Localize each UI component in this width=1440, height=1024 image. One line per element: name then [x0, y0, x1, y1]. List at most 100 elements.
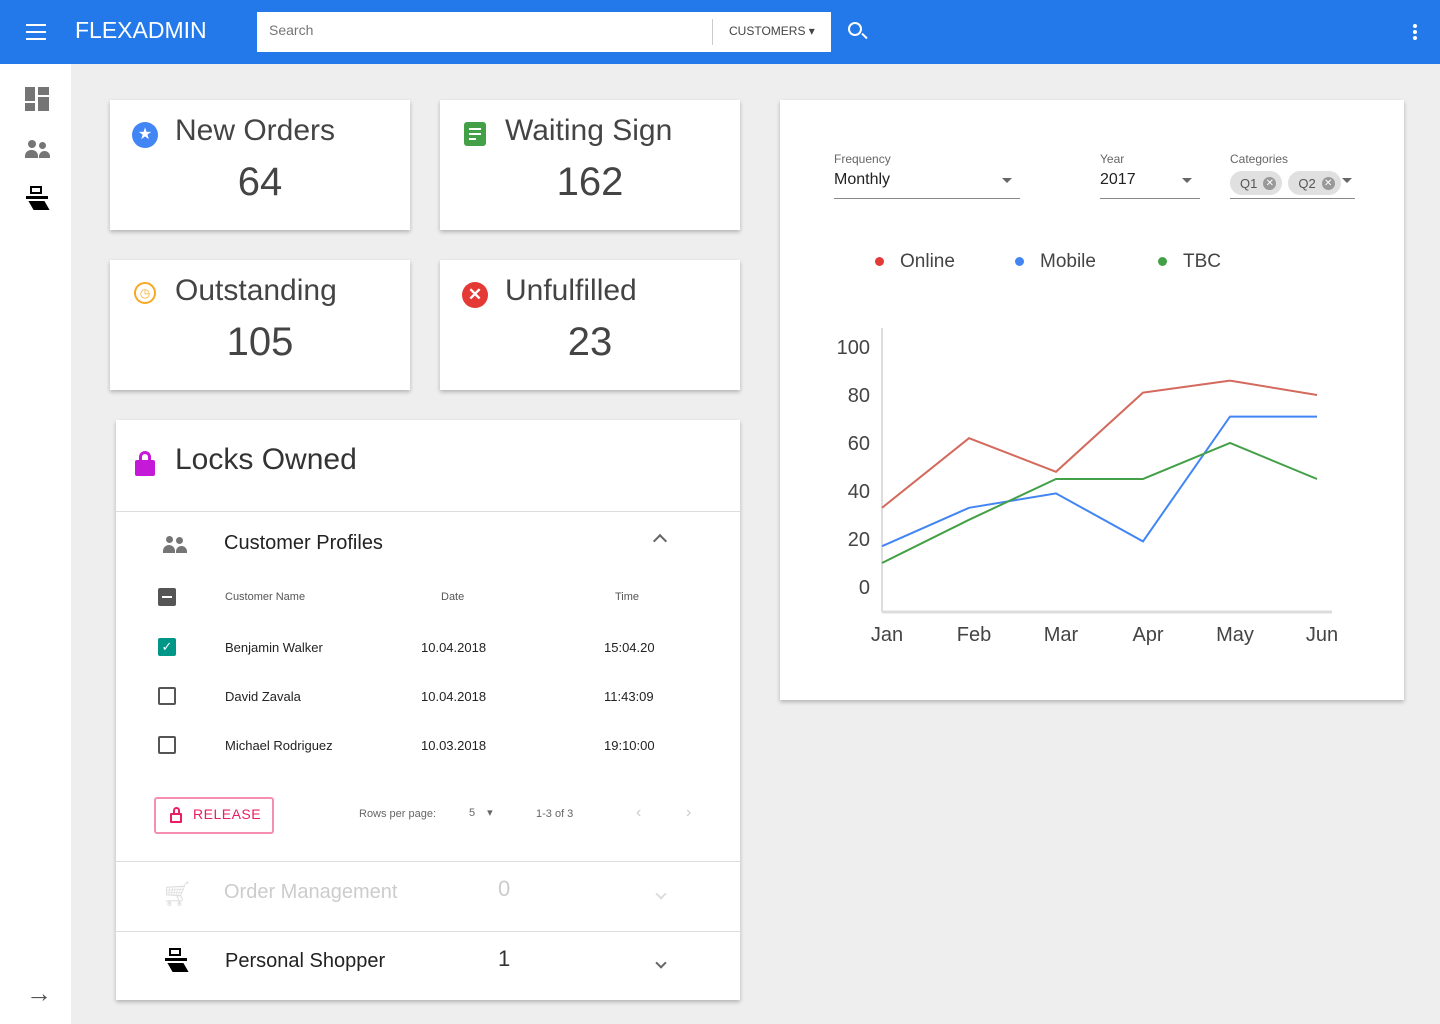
order-management-row: 🛒︎ Order Management 0 — [116, 862, 740, 931]
rows-per-page-select[interactable]: 5 ▾ — [469, 806, 493, 819]
search-icon[interactable] — [848, 22, 868, 40]
x-tick-label: Jan — [871, 624, 903, 646]
chip-remove-icon[interactable]: ✕ — [1321, 176, 1335, 190]
search-input[interactable] — [269, 22, 699, 38]
error-icon: ✕ — [462, 282, 488, 308]
locks-owned-panel: Locks Owned Customer Profiles Customer N… — [116, 420, 740, 1000]
column-header-name[interactable]: Customer Name — [225, 591, 306, 603]
series-line-tbc — [881, 441, 1318, 564]
line-chart: 0 20 40 60 80 100 Jan Feb Mar Apr May Jun — [837, 328, 1338, 646]
order-management-title: Order Management — [224, 881, 398, 903]
series-line-online — [881, 379, 1318, 509]
more-vert-icon[interactable] — [1413, 24, 1417, 40]
personal-shopper-count: 1 — [498, 946, 511, 971]
stat-card-waiting-sign[interactable]: Waiting Sign 162 — [440, 100, 740, 230]
column-header-date[interactable]: Date — [441, 591, 465, 603]
sidebar: → — [0, 64, 71, 1024]
personal-shopper-title: Personal Shopper — [225, 950, 386, 972]
select-all-checkbox[interactable] — [158, 588, 176, 606]
legend-mobile[interactable]: Mobile — [1015, 251, 1096, 273]
dropdown-arrow-icon — [1342, 178, 1352, 188]
customer-profiles-title: Customer Profiles — [224, 532, 383, 554]
stat-value: 105 — [226, 320, 294, 364]
categories-select[interactable]: Categories Q1 ✕ Q2 ✕ — [1230, 152, 1355, 199]
customer-name: Michael Rodriguez — [225, 738, 333, 753]
category-chip[interactable]: Q2 ✕ — [1288, 171, 1341, 195]
x-tick-label: May — [1216, 624, 1254, 646]
pagination-range: 1-3 of 3 — [536, 808, 574, 820]
legend-online[interactable]: Online — [875, 251, 955, 273]
scope-select[interactable]: CUSTOMERS ▾ — [729, 24, 815, 38]
app-title: FLEXADMIN — [75, 17, 207, 43]
stat-card-new-orders[interactable]: ★ New Orders 64 — [110, 100, 410, 230]
next-page-icon[interactable]: › — [686, 804, 692, 821]
customer-name: David Zavala — [225, 689, 301, 704]
stat-card-outstanding[interactable]: ◷ Outstanding 105 — [110, 260, 410, 390]
star-icon: ★ — [132, 122, 158, 148]
chip-remove-icon[interactable]: ✕ — [1263, 176, 1277, 190]
y-tick-label: 100 — [837, 337, 870, 359]
year-select[interactable]: Year 2017 — [1100, 152, 1200, 199]
dashboard-icon[interactable] — [25, 87, 49, 111]
y-tick-label: 80 — [848, 385, 870, 407]
scope-label: CUSTOMERS — [729, 24, 806, 38]
stat-card-unfulfilled[interactable]: ✕ Unfulfilled 23 — [440, 260, 740, 390]
date: 10.03.2018 — [421, 738, 487, 753]
legend-tbc[interactable]: TBC — [1158, 251, 1221, 273]
frequency-select[interactable]: Frequency Monthly — [834, 152, 1020, 199]
categories-label: Categories — [1230, 152, 1289, 166]
y-tick-label: 0 — [859, 577, 870, 599]
chip-label: Q2 — [1298, 175, 1316, 191]
column-header-time[interactable]: Time — [615, 591, 640, 603]
chip-label: Q1 — [1240, 175, 1258, 191]
stat-value: 23 — [567, 320, 613, 364]
menu-icon[interactable] — [26, 24, 46, 40]
personal-shopper-row[interactable]: Personal Shopper 1 — [116, 932, 740, 1000]
dropdown-arrow-icon: ▾ — [487, 807, 493, 819]
chart-card: Frequency Monthly Year 2017 Categories Q… — [780, 100, 1404, 700]
frequency-value: Monthly — [834, 171, 891, 188]
year-label: Year — [1100, 152, 1125, 166]
row-checkbox[interactable] — [158, 687, 176, 705]
category-chip[interactable]: Q1 ✕ — [1230, 171, 1283, 195]
table-row[interactable]: David Zavala 10.04.2018 11:43:09 — [116, 677, 740, 725]
personal-shopper-icon — [164, 948, 189, 974]
customer-profiles-header[interactable]: Customer Profiles — [116, 512, 740, 572]
customer-name: Benjamin Walker — [225, 640, 323, 655]
row-checkbox-checked[interactable]: ✓ — [158, 638, 176, 656]
y-tick-label: 40 — [848, 481, 870, 503]
locks-title: Locks Owned — [175, 443, 357, 476]
order-management-count: 0 — [498, 876, 511, 901]
divider — [116, 511, 740, 512]
series-line-mobile — [881, 415, 1317, 548]
y-tick-label: 60 — [848, 433, 870, 455]
table-row[interactable]: ✓ Benjamin Walker 10.04.2018 15:04.20 — [116, 628, 740, 676]
history-icon: ◷ — [134, 282, 156, 304]
stat-title: Outstanding — [175, 274, 337, 307]
row-checkbox[interactable] — [158, 736, 176, 754]
date: 10.04.2018 — [421, 689, 487, 704]
x-tick-label: Mar — [1044, 624, 1079, 646]
time: 19:10:00 — [604, 738, 655, 753]
dropdown-arrow-icon — [1002, 178, 1012, 188]
people-icon[interactable] — [25, 140, 51, 160]
legend-dot — [875, 257, 884, 267]
document-icon — [464, 122, 486, 146]
chevron-down-icon[interactable] — [655, 957, 667, 969]
prev-page-icon[interactable]: ‹ — [636, 804, 642, 821]
cart-icon: 🛒︎ — [162, 881, 193, 908]
legend-dot — [1015, 257, 1024, 267]
legend-label: Mobile — [1040, 251, 1096, 272]
lock-icon — [135, 451, 155, 476]
chevron-up-icon[interactable] — [652, 533, 668, 549]
y-tick-label: 20 — [848, 529, 870, 551]
stat-title: Unfulfilled — [505, 274, 637, 307]
personal-shopper-icon[interactable] — [25, 186, 50, 212]
x-tick-label: Feb — [957, 624, 991, 646]
table-row[interactable]: Michael Rodriguez 10.03.2018 19:10:00 — [116, 726, 740, 774]
arrow-forward-icon[interactable]: → — [26, 978, 52, 1008]
divider — [116, 931, 740, 932]
release-button[interactable]: RELEASE — [154, 797, 274, 834]
divider — [116, 861, 740, 862]
rows-per-page-value: 5 — [469, 807, 476, 819]
